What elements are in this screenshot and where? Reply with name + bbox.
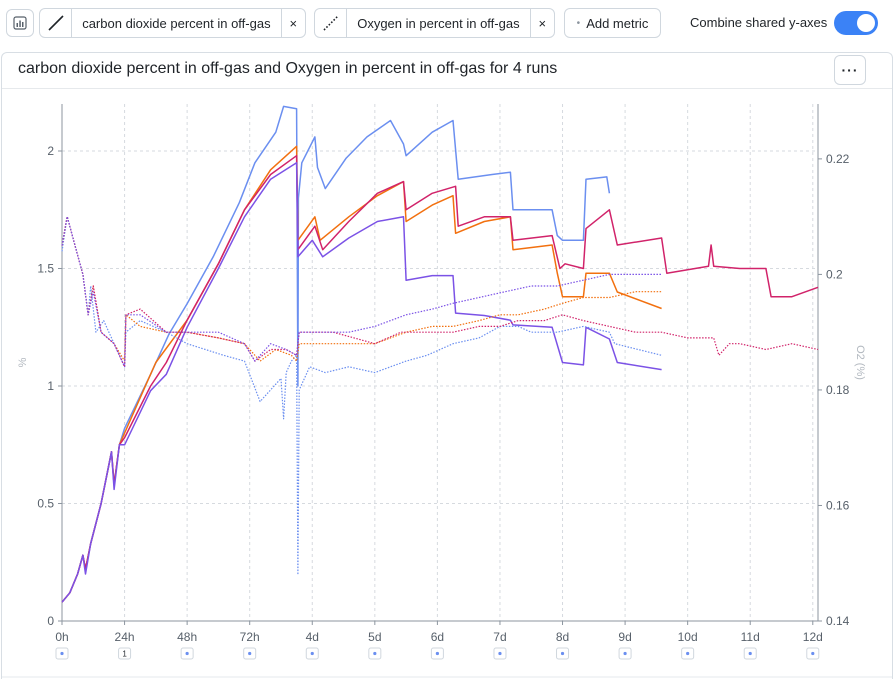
event-marker bbox=[55, 647, 69, 660]
chart-title: carbon dioxide percent in off-gas and Ox… bbox=[18, 60, 558, 77]
series-line-solid-0 bbox=[61, 105, 611, 603]
y-axis-label-left: % bbox=[17, 357, 29, 367]
event-marker bbox=[681, 647, 695, 660]
y-tick-label-right: 0.14 bbox=[826, 614, 850, 628]
y-tick-label-left: 2 bbox=[47, 144, 54, 158]
y-tick-label-left: 0 bbox=[47, 614, 54, 628]
series-line-dotted-7 bbox=[61, 216, 662, 368]
y-axis-label-right: O2 (%) bbox=[854, 345, 866, 380]
divider bbox=[2, 88, 892, 89]
event-marker: 1 bbox=[118, 647, 132, 660]
close-icon[interactable]: × bbox=[529, 9, 554, 37]
y-tick-label-right: 0.16 bbox=[826, 498, 850, 512]
event-marker-dot bbox=[310, 651, 314, 656]
metric-pill-co2[interactable]: carbon dioxide percent in off-gas × bbox=[39, 8, 306, 38]
event-marker-dot bbox=[623, 651, 627, 656]
x-tick-label: 0h bbox=[55, 630, 68, 644]
metric-pill-o2[interactable]: Oxygen in percent in off-gas × bbox=[314, 8, 555, 38]
event-marker bbox=[305, 647, 319, 660]
x-tick-label: 9d bbox=[618, 630, 631, 644]
add-metric-label: Add metric bbox=[586, 15, 649, 31]
event-marker-dot bbox=[248, 651, 252, 656]
combine-axes-toggle[interactable] bbox=[834, 11, 878, 35]
x-tick-label: 72h bbox=[240, 630, 260, 644]
event-marker bbox=[806, 647, 820, 660]
event-marker-dot bbox=[185, 651, 189, 656]
event-marker bbox=[493, 647, 507, 660]
y-tick-label-right: 0.18 bbox=[826, 383, 850, 397]
x-tick-label: 48h bbox=[177, 630, 197, 644]
dotted-line-icon bbox=[315, 9, 348, 37]
x-tick-label: 5d bbox=[368, 630, 381, 644]
series-line-solid-1 bbox=[61, 145, 662, 603]
event-marker-dot bbox=[686, 651, 690, 656]
toggle-knob bbox=[857, 14, 875, 32]
x-tick-label: 8d bbox=[556, 630, 569, 644]
event-marker-dot bbox=[373, 651, 377, 656]
y-tick-label-left: 0.5 bbox=[37, 497, 54, 511]
x-tick-label: 4d bbox=[306, 630, 319, 644]
x-tick-label: 7d bbox=[493, 630, 506, 644]
dot-icon: • bbox=[576, 17, 581, 29]
event-marker bbox=[368, 647, 382, 660]
toolbar: carbon dioxide percent in off-gas × Oxyg… bbox=[0, 0, 894, 46]
event-marker-dot bbox=[498, 651, 502, 656]
event-marker-dot bbox=[60, 651, 64, 656]
close-icon[interactable]: × bbox=[280, 9, 305, 37]
event-marker-label: 1 bbox=[122, 650, 127, 659]
combine-axes-label: Combine shared y-axes bbox=[690, 15, 828, 30]
event-marker-dot bbox=[748, 651, 752, 656]
series-line-solid-2 bbox=[61, 154, 819, 603]
more-options-button[interactable]: ··· bbox=[834, 55, 866, 85]
x-tick-label: 10d bbox=[678, 630, 698, 644]
y-tick-label-left: 1 bbox=[47, 379, 54, 393]
metric-label: Oxygen in percent in off-gas bbox=[357, 15, 520, 31]
solid-line-icon bbox=[40, 9, 73, 37]
y-tick-label-right: 0.2 bbox=[826, 267, 843, 281]
event-marker bbox=[556, 647, 570, 660]
x-tick-label: 11d bbox=[741, 630, 760, 644]
x-tick-label: 6d bbox=[431, 630, 444, 644]
metric-label: carbon dioxide percent in off-gas bbox=[82, 15, 271, 31]
series-line-solid-3 bbox=[61, 162, 662, 603]
series-line-dotted-5 bbox=[61, 216, 662, 362]
event-marker bbox=[618, 647, 632, 660]
event-marker-dot bbox=[435, 651, 439, 656]
chart-panel bbox=[1, 52, 893, 679]
add-metric-button[interactable]: • Add metric bbox=[564, 8, 661, 38]
y-tick-label-left: 1.5 bbox=[37, 262, 54, 276]
event-marker-box bbox=[118, 647, 132, 660]
series-line-dotted-4 bbox=[61, 216, 662, 576]
y-tick-label-right: 0.22 bbox=[826, 152, 850, 166]
bar-chart-icon[interactable] bbox=[6, 9, 34, 37]
x-tick-label: 24h bbox=[115, 630, 135, 644]
x-tick-label: 12d bbox=[803, 630, 823, 644]
event-marker-dot bbox=[811, 651, 815, 656]
event-marker bbox=[743, 647, 757, 660]
event-marker bbox=[243, 647, 257, 660]
event-marker-dot bbox=[560, 651, 565, 656]
event-marker bbox=[430, 647, 444, 660]
event-marker bbox=[180, 647, 194, 660]
